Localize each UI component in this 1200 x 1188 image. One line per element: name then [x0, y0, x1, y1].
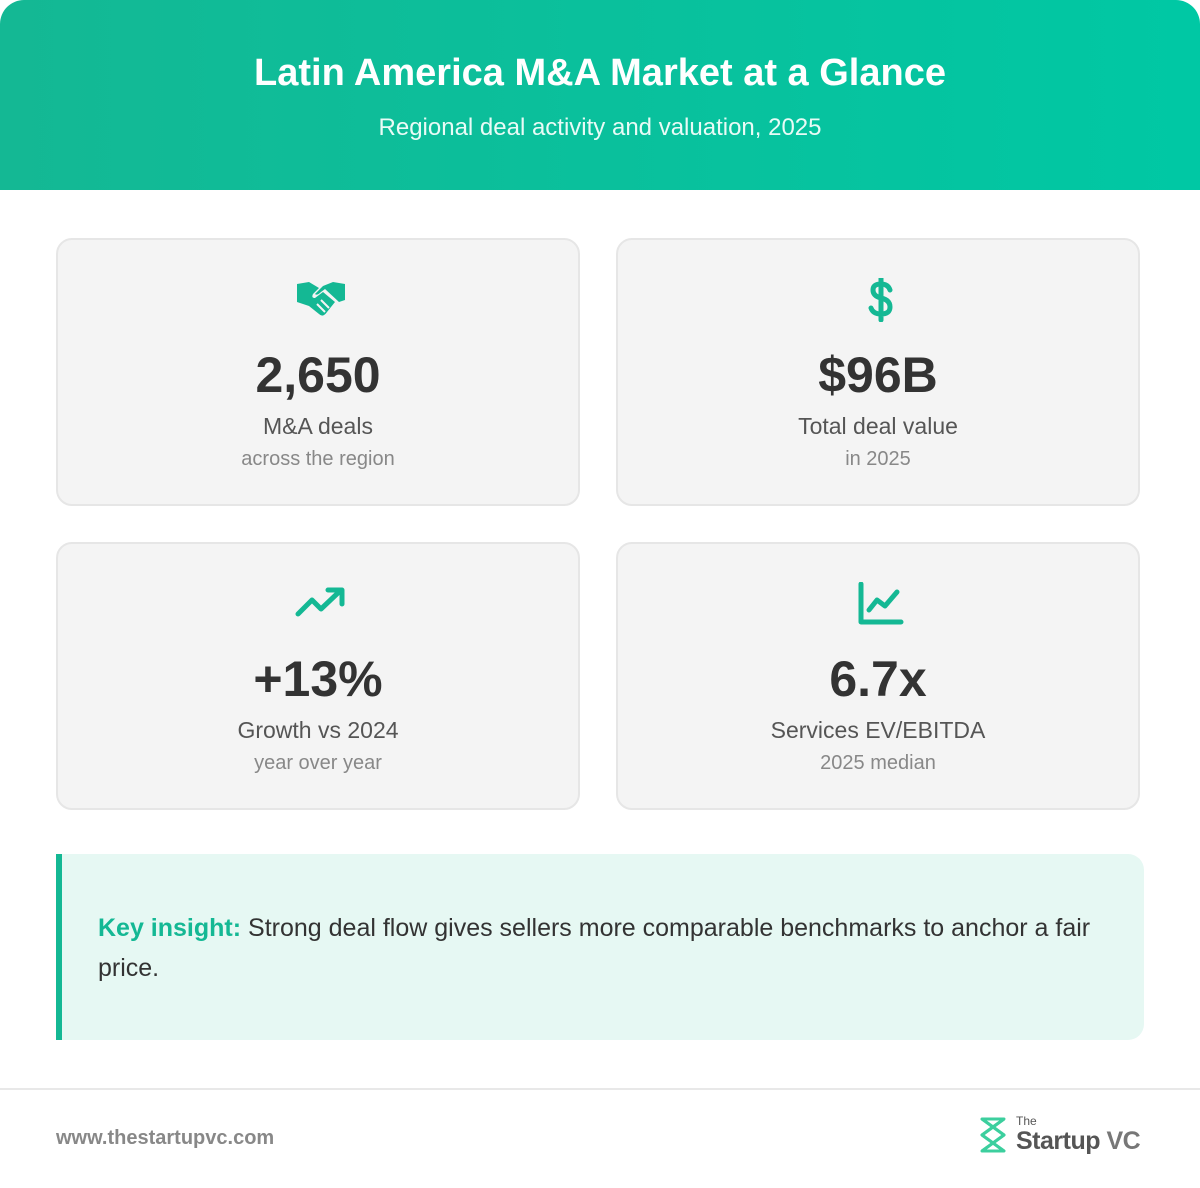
stat-sublabel: in 2025	[845, 448, 911, 470]
stat-value: +13%	[253, 651, 383, 707]
insight-text: Strong deal flow gives sellers more comp…	[98, 914, 1091, 982]
logo-small-text: The	[1016, 1114, 1037, 1128]
chart-icon	[858, 582, 904, 625]
stat-value: 6.7x	[829, 651, 927, 707]
stat-card: $96B Total deal value in 2025	[616, 238, 1140, 506]
subtitle: Regional deal activity and valuation, 20…	[378, 114, 822, 141]
stat-card: 2,650 M&A deals across the region	[56, 238, 580, 506]
logo-text: Startup VC	[1016, 1127, 1141, 1156]
insight-box: Key insight: Strong deal flow gives sell…	[56, 854, 1144, 1040]
title: Latin America M&A Market at a Glance	[254, 52, 946, 94]
stat-sublabel: 2025 median	[820, 752, 936, 774]
stat-sublabel: year over year	[254, 752, 382, 774]
stat-card: 6.7x Services EV/EBITDA 2025 median	[616, 542, 1140, 810]
stat-label: Total deal value	[798, 413, 958, 439]
logo-suffix: VC	[1106, 1127, 1141, 1155]
trend-icon	[295, 587, 345, 617]
stat-value: 2,650	[255, 347, 381, 403]
stat-value: $96B	[818, 347, 938, 403]
handshake-icon	[297, 282, 345, 316]
footer-url: www.thestartupvc.com	[56, 1127, 275, 1149]
insight-label: Key insight:	[98, 914, 242, 942]
stat-card: +13% Growth vs 2024 year over year	[56, 542, 580, 810]
stat-label: Services EV/EBITDA	[770, 717, 986, 743]
logo: The Startup VC	[976, 1114, 1146, 1158]
stat-label: Growth vs 2024	[237, 717, 399, 743]
dollar-icon	[868, 278, 893, 322]
logo-main: Startup	[1016, 1127, 1101, 1155]
stat-sublabel: across the region	[241, 448, 395, 470]
stat-label: M&A deals	[263, 413, 373, 439]
header: Latin America M&A Market at a Glance Reg…	[0, 0, 1200, 190]
logo-mark	[980, 1117, 1006, 1153]
footer-divider	[0, 1088, 1200, 1090]
